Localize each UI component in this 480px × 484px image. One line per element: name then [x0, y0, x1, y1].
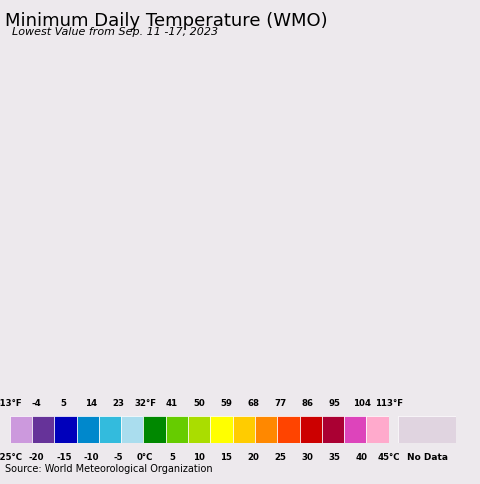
Bar [166, 416, 188, 443]
Text: 104: 104 [353, 398, 371, 407]
Bar [54, 416, 76, 443]
Bar [322, 416, 344, 443]
Text: 41: 41 [166, 398, 178, 407]
Text: 5: 5 [61, 398, 67, 407]
Bar [233, 416, 255, 443]
Text: -4: -4 [32, 398, 42, 407]
Text: 0°C: 0°C [137, 452, 153, 461]
Bar [344, 416, 367, 443]
Text: -5: -5 [113, 452, 123, 461]
Text: 10: 10 [193, 452, 205, 461]
Text: -15: -15 [56, 452, 72, 461]
Text: 95: 95 [329, 398, 341, 407]
Text: 59: 59 [220, 398, 232, 407]
Text: Minimum Daily Temperature (WMO): Minimum Daily Temperature (WMO) [5, 12, 327, 30]
Text: Source: World Meteorological Organization: Source: World Meteorological Organizatio… [5, 463, 213, 473]
Text: -10: -10 [83, 452, 98, 461]
Text: 113°F: 113°F [375, 398, 403, 407]
Text: -25°C: -25°C [0, 452, 23, 461]
Text: 32°F: 32°F [134, 398, 156, 407]
Text: 15: 15 [220, 452, 232, 461]
Bar [10, 416, 32, 443]
Text: 50: 50 [193, 398, 205, 407]
Text: 5: 5 [169, 452, 175, 461]
Bar [121, 416, 144, 443]
Text: 40: 40 [356, 452, 368, 461]
Text: 30: 30 [301, 452, 313, 461]
Text: 86: 86 [301, 398, 313, 407]
Text: 23: 23 [112, 398, 124, 407]
Bar [76, 416, 99, 443]
Bar [367, 416, 389, 443]
Text: -20: -20 [29, 452, 45, 461]
Text: Lowest Value from Sep. 11 -17, 2023: Lowest Value from Sep. 11 -17, 2023 [12, 27, 218, 37]
Text: 20: 20 [247, 452, 259, 461]
Bar [99, 416, 121, 443]
Text: 14: 14 [85, 398, 97, 407]
Text: No Data: No Data [407, 452, 448, 461]
Bar [188, 416, 210, 443]
Text: 77: 77 [275, 398, 287, 407]
Bar [255, 416, 277, 443]
Text: 25: 25 [275, 452, 287, 461]
Bar [144, 416, 166, 443]
Bar [300, 416, 322, 443]
Text: -13°F: -13°F [0, 398, 23, 407]
Text: 68: 68 [247, 398, 259, 407]
Bar [277, 416, 300, 443]
Text: 35: 35 [329, 452, 341, 461]
Bar [210, 416, 233, 443]
Text: 45°C: 45°C [378, 452, 400, 461]
Bar [32, 416, 54, 443]
